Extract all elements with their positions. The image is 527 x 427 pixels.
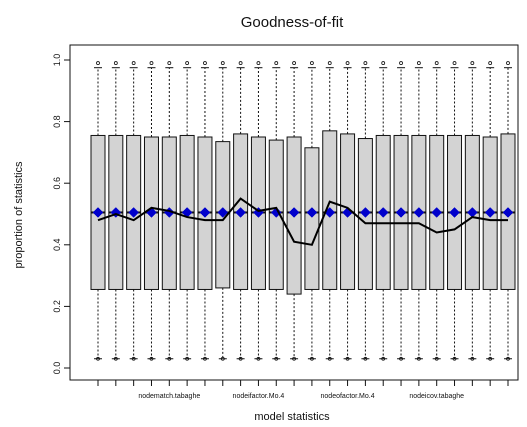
outlier-high [167,61,172,65]
mean-point [217,207,229,218]
mean-point [92,207,104,218]
x-category-label: nodematch.tabaghe [138,393,200,400]
outlier-low [381,356,386,361]
mean-point [306,207,318,218]
chart-title: Goodness-of-fit [241,14,344,31]
x-axis-label: model statistics [254,411,330,423]
outlier-high [381,61,386,65]
outlier-high [470,61,475,65]
outlier-low [203,356,207,361]
outlier-high [292,61,296,65]
mean-point [199,207,211,218]
outlier-low [167,356,172,361]
outlier-low [345,356,350,361]
y-tick-label: 0.0 [52,362,62,375]
outlier-high [113,61,118,65]
x-axis: nodematch.tabaghe nodeifactor.Mo.4 nodeofa… [97,380,509,400]
mean-point [431,207,443,218]
mean-point [235,207,246,218]
y-tick-label: 1.0 [52,54,62,67]
mean-point [449,207,460,218]
mean-point [395,207,407,218]
mean-point [288,207,300,218]
y-axis: 0.0 0.2 0.4 0.6 0.8 1.0 [52,54,70,375]
mean-point [502,207,514,218]
y-tick-label: 0.4 [52,239,62,252]
outlier-high [274,61,279,65]
outlier-high [452,61,457,65]
outlier-high [131,61,136,65]
outlier-high [506,61,510,65]
box-13 [304,61,320,361]
outlier-high [149,61,154,65]
mean-point [413,207,425,218]
mean-points-layer [92,207,514,218]
x-category-label: nodeofactor.Mo.4 [321,393,375,400]
outlier-high [434,61,439,65]
outlier-high [363,61,368,65]
outlier-low [113,356,118,361]
outlier-high [399,61,403,65]
outlier-high [238,61,243,65]
y-tick-label: 0.2 [52,300,62,313]
box-iqr [304,147,320,290]
x-category-label: nodeicov.tabaghe [409,393,464,400]
y-tick-label: 0.8 [52,115,62,128]
outlier-high [203,61,207,65]
outlier-low [238,356,243,361]
outlier-high [345,61,350,65]
outlier-high [256,61,261,65]
outlier-high [220,61,225,65]
outlier-high [416,61,421,65]
outlier-low [220,356,225,361]
outlier-high [185,61,190,65]
outlier-low [292,356,296,361]
outlier-low [488,356,493,361]
outlier-low [185,356,190,361]
outlier-high [96,61,100,65]
mean-point [484,207,496,218]
outlier-low [327,356,332,361]
outlier-high [310,61,314,65]
observed-line-layer [97,197,508,246]
outlier-high [488,61,493,65]
y-tick-label: 0.6 [52,177,62,190]
outlier-low [470,356,475,361]
outlier-low [506,356,510,361]
outlier-low [274,356,279,361]
outlier-low [96,356,100,361]
mean-point [128,207,140,218]
outlier-low [416,356,421,361]
outlier-low [131,356,136,361]
observed-line [97,197,508,246]
outlier-low [399,356,403,361]
x-category-label: nodeifactor.Mo.4 [233,393,285,400]
outlier-low [149,356,154,361]
outlier-low [310,356,314,361]
mean-point [377,207,389,218]
mean-point [360,207,371,218]
outlier-low [434,356,439,361]
outlier-low [363,356,368,361]
outlier-high [327,61,332,65]
boxes-layer [90,61,516,361]
y-axis-label: proportion of statistics [13,161,25,268]
mean-point [270,207,282,218]
outlier-low [452,356,457,361]
outlier-low [256,356,261,361]
